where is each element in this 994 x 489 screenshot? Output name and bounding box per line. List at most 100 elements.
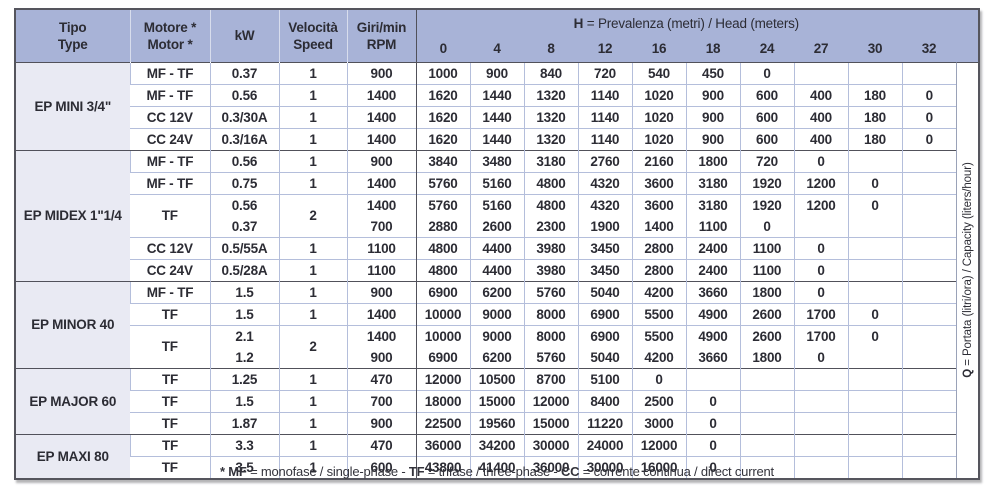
motor-cell: TF — [130, 193, 210, 237]
cell-line: 0.5/28A — [221, 262, 268, 278]
motor-cell: CC 24V — [130, 258, 210, 281]
cell-line: 0.5/55A — [221, 240, 268, 256]
capacity-cell: 1140 — [577, 105, 632, 128]
cell-line: 400 — [810, 131, 832, 147]
cell-line: 4400 — [482, 262, 512, 278]
table-row: EP MINI 3/4" MF - TF 0.37 1 900 1000 900 840 720… — [16, 61, 957, 150]
cell-line: 0 — [871, 197, 879, 213]
capacity-cell: 9000 6200 — [469, 324, 524, 368]
capacity-cell: 180 — [847, 127, 902, 150]
cell-line: 0.3/16A — [221, 131, 268, 147]
cell-line: 1440 — [482, 131, 512, 147]
capacity-cell: 5760 2880 — [415, 193, 470, 237]
cell-line: 1920 — [752, 197, 782, 213]
motor-cell: MF - TF — [129, 61, 210, 84]
capacity-cell — [739, 367, 794, 390]
col-header-type-it: Tipo — [59, 19, 87, 35]
capacity-cell — [901, 171, 957, 194]
capacity-cell: 2500 — [631, 389, 686, 412]
kw-cell: 0.56 — [209, 83, 279, 106]
cell-line: 2760 — [590, 153, 620, 169]
capacity-cell: 3450 — [577, 236, 632, 259]
cell-line — [849, 151, 902, 172]
speed-cell: 2 — [278, 324, 347, 368]
capacity-cell: 0 — [793, 258, 848, 281]
cell-line: 3.3 — [235, 437, 254, 453]
capacity-cell: 1920 — [739, 171, 794, 194]
cell-line: 1100 — [367, 262, 396, 278]
footnote-segment: = monofase / single-phase - — [246, 464, 409, 479]
capacity-cell: 6900 — [577, 302, 632, 325]
cell-line: 3180 — [536, 153, 566, 169]
col-header-rpm-it: Giri/min — [356, 19, 407, 35]
cell-line: 1920 — [752, 175, 782, 191]
capacity-cell: 0 — [685, 389, 740, 412]
cell-line: 400 — [810, 109, 832, 125]
capacity-cell: 1320 — [523, 105, 578, 128]
capacity-cell: 1200 — [793, 193, 848, 237]
cell-line: 1620 — [428, 109, 458, 125]
capacity-cell — [901, 433, 957, 456]
cell-line: 6200 — [482, 349, 512, 365]
cell-line: 0.37 — [231, 65, 258, 81]
cell-line: 1700 — [806, 328, 836, 344]
cell-line: 1100 — [752, 240, 782, 256]
cell-line: 3840 — [428, 153, 458, 169]
capacity-cell: 3600 — [631, 171, 686, 194]
capacity-cell: 10000 6900 — [415, 324, 470, 368]
rpm-cell: 1400 — [346, 302, 416, 325]
cell-line: 1800 — [752, 349, 782, 365]
cell-line: 0 — [817, 240, 825, 256]
capacity-cell: 8000 5760 — [523, 324, 578, 368]
kw-cell: 0.56 — [209, 149, 279, 172]
cell-line — [741, 435, 794, 456]
cell-line: 1100 — [698, 218, 728, 234]
cell-line: 900 — [370, 349, 393, 365]
capacity-cell: 1140 — [577, 83, 632, 106]
cell-line: 4900 — [698, 306, 728, 322]
capacity-cell: 720 — [577, 61, 632, 84]
kw-cell: 1.5 — [209, 280, 279, 303]
motor-cell: TF — [130, 455, 210, 478]
capacity-cell — [901, 236, 957, 259]
head-col-18: 18 — [686, 36, 740, 62]
capacity-cell — [847, 411, 902, 434]
cell-line — [849, 435, 902, 456]
col-header-motor-en: Motor * — [147, 36, 193, 52]
kw-cell: 1.5 — [209, 302, 279, 325]
cell-line: 3600 — [644, 197, 674, 213]
motor-cell: MF - TF — [129, 280, 210, 303]
cell-line — [903, 347, 957, 368]
capacity-cell: 720 — [739, 149, 794, 172]
head-col-24: 24 — [740, 36, 794, 62]
capacity-axis-strip: Q = Portata (litri/ora) / Capacity (lite… — [956, 10, 978, 478]
motor-cell: TF — [130, 302, 210, 325]
cell-line — [795, 435, 848, 456]
capacity-cell: 16000 — [631, 455, 686, 478]
rpm-cell: 1400 — [346, 171, 416, 194]
cell-line — [849, 391, 902, 412]
col-header-type-en: Type — [57, 36, 88, 52]
motor-cell: CC 12V — [130, 105, 210, 128]
cell-line: 1.2 — [235, 349, 254, 365]
capacity-cell: 3980 — [523, 236, 578, 259]
capacity-cell: 41400 — [469, 455, 524, 478]
kw-cell: 1.25 — [209, 367, 279, 390]
cell-line — [795, 391, 848, 412]
capacity-label-symbol: Q — [961, 369, 974, 378]
capacity-cell: 0 — [901, 83, 957, 106]
cell-line: 3180 — [698, 197, 728, 213]
cell-line: 34200 — [478, 437, 516, 453]
capacity-cell: 2160 — [631, 149, 686, 172]
cell-line: 1320 — [536, 131, 566, 147]
capacity-cell: 10000 — [415, 302, 470, 325]
kw-cell: 0.5/55A — [209, 236, 279, 259]
capacity-cell: 3000 — [631, 411, 686, 434]
cell-line: 1800 — [698, 153, 728, 169]
kw-cell: 0.3/30A — [209, 105, 279, 128]
capacity-cell: 0 — [793, 236, 848, 259]
pump-type-cell: EP MIDEX 1"1/4 — [16, 149, 130, 281]
motor-cell: CC 12V — [130, 236, 210, 259]
cell-line — [687, 369, 740, 390]
capacity-cell: 4320 — [577, 171, 632, 194]
